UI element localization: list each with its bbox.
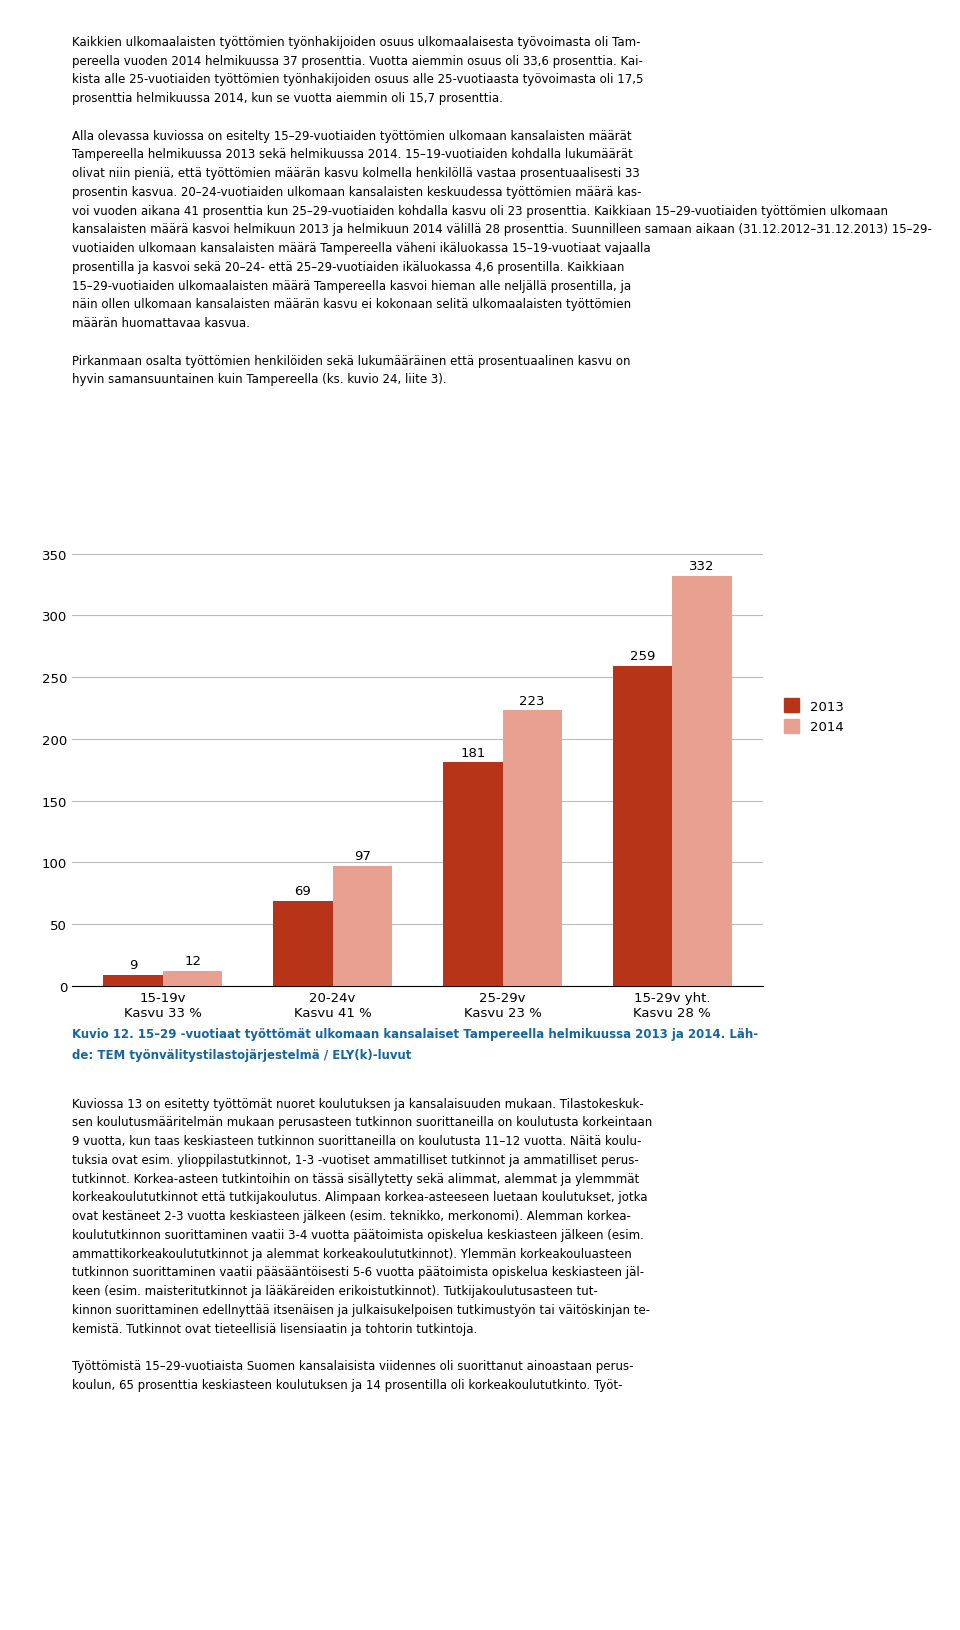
Text: 181: 181: [460, 747, 486, 760]
Text: kemistä. Tutkinnot ovat tieteellisiä lisensiaatin ja tohtorin tutkintoja.: kemistä. Tutkinnot ovat tieteellisiä lis…: [72, 1322, 477, 1335]
Bar: [163, 971, 223, 986]
Text: de: TEM työnvälitystilastojärjestelmä / ELY(k)-luvut: de: TEM työnvälitystilastojärjestelmä / …: [72, 1048, 412, 1061]
Text: koulututkinnon suorittaminen vaatii 3-4 vuotta päätoimista opiskelua keskiasteen: koulututkinnon suorittaminen vaatii 3-4 …: [72, 1229, 644, 1240]
Text: Työttömistä 15–29-vuotiaista Suomen kansalaisista viidennes oli suorittanut aino: Työttömistä 15–29-vuotiaista Suomen kans…: [72, 1359, 634, 1372]
Bar: [333, 867, 392, 986]
Text: keen (esim. maisteritutkinnot ja lääkäreiden erikoistutkinnot). Tutkijakoulutusa: keen (esim. maisteritutkinnot ja lääkäre…: [72, 1284, 598, 1297]
Text: olivat niin pieniä, että työttömien määrän kasvu kolmella henkilöllä vastaa pros: olivat niin pieniä, että työttömien määr…: [72, 168, 639, 179]
Text: pereella vuoden 2014 helmikuussa 37 prosenttia. Vuotta aiemmin osuus oli 33,6 pr: pereella vuoden 2014 helmikuussa 37 pros…: [72, 55, 643, 67]
Text: 69: 69: [295, 885, 311, 896]
Text: vuotiaiden ulkomaan kansalaisten määrä Tampereella väheni ikäluokassa 15–19-vuot: vuotiaiden ulkomaan kansalaisten määrä T…: [72, 243, 651, 254]
Text: tutkinnot. Korkea-asteen tutkintoihin on tässä sisällytetty sekä alimmat, alemma: tutkinnot. Korkea-asteen tutkintoihin on…: [72, 1172, 639, 1185]
Text: 97: 97: [354, 849, 371, 862]
Text: Kuvio 12. 15–29 -vuotiaat työttömät ulkomaan kansalaiset Tampereella helmikuussa: Kuvio 12. 15–29 -vuotiaat työttömät ulko…: [72, 1027, 758, 1040]
Text: Alla olevassa kuviossa on esitelty 15–29-vuotiaiden työttömien ulkomaan kansalai: Alla olevassa kuviossa on esitelty 15–29…: [72, 130, 632, 142]
Text: Kaikkien ulkomaalaisten työttömien työnhakijoiden osuus ulkomaalaisesta työvoima: Kaikkien ulkomaalaisten työttömien työnh…: [72, 36, 640, 49]
Text: voi vuoden aikana 41 prosenttia kun 25–29-vuotiaiden kohdalla kasvu oli 23 prose: voi vuoden aikana 41 prosenttia kun 25–2…: [72, 205, 888, 217]
Text: ammattikorkeakoulututkinnot ja alemmat korkeakoulututkinnot). Ylemmän korkeakoul: ammattikorkeakoulututkinnot ja alemmat k…: [72, 1247, 632, 1260]
Text: ovat kestäneet 2-3 vuotta keskiasteen jälkeen (esim. teknikko, merkonomi). Alemm: ovat kestäneet 2-3 vuotta keskiasteen jä…: [72, 1209, 631, 1222]
Text: sen koulutusmääritelmän mukaan perusasteen tutkinnon suorittaneilla on koulutust: sen koulutusmääritelmän mukaan perusaste…: [72, 1115, 652, 1128]
Text: 223: 223: [519, 694, 545, 707]
Text: Tampereella helmikuussa 2013 sekä helmikuussa 2014. 15–19-vuotiaiden kohdalla lu: Tampereella helmikuussa 2013 sekä helmik…: [72, 148, 633, 161]
Text: 259: 259: [630, 650, 656, 663]
Legend: 2013, 2014: 2013, 2014: [783, 699, 844, 734]
Text: 332: 332: [689, 559, 715, 572]
Text: korkeakoulututkinnot että tutkijakoulutus. Alimpaan korkea-asteeseen luetaan kou: korkeakoulututkinnot että tutkijakoulutu…: [72, 1190, 647, 1203]
Text: kansalaisten määrä kasvoi helmikuun 2013 ja helmikuun 2014 välillä 28 prosenttia: kansalaisten määrä kasvoi helmikuun 2013…: [72, 223, 932, 236]
Bar: [612, 667, 672, 986]
Text: hyvin samansuuntainen kuin Tampereella (ks. kuvio 24, liite 3).: hyvin samansuuntainen kuin Tampereella (…: [72, 373, 446, 386]
Text: prosentilla ja kasvoi sekä 20–24- että 25–29-vuotiaiden ikäluokassa 4,6 prosenti: prosentilla ja kasvoi sekä 20–24- että 2…: [72, 261, 624, 274]
Bar: [274, 901, 333, 986]
Text: prosenttia helmikuussa 2014, kun se vuotta aiemmin oli 15,7 prosenttia.: prosenttia helmikuussa 2014, kun se vuot…: [72, 91, 503, 104]
Text: näin ollen ulkomaan kansalaisten määrän kasvu ei kokonaan selitä ulkomaalaisten : näin ollen ulkomaan kansalaisten määrän …: [72, 298, 631, 311]
Bar: [502, 711, 562, 986]
Bar: [672, 577, 732, 986]
Bar: [104, 975, 163, 986]
Text: 9 vuotta, kun taas keskiasteen tutkinnon suorittaneilla on koulutusta 11–12 vuot: 9 vuotta, kun taas keskiasteen tutkinnon…: [72, 1134, 641, 1148]
Text: tutkinnon suorittaminen vaatii pääsääntöisesti 5-6 vuotta päätoimista opiskelua : tutkinnon suorittaminen vaatii pääsääntö…: [72, 1265, 644, 1278]
Text: tuksia ovat esim. ylioppilastutkinnot, 1-3 -vuotiset ammatilliset tutkinnot ja a: tuksia ovat esim. ylioppilastutkinnot, 1…: [72, 1154, 638, 1165]
Text: kista alle 25-vuotiaiden työttömien työnhakijoiden osuus alle 25-vuotiaasta työv: kista alle 25-vuotiaiden työttömien työn…: [72, 73, 643, 86]
Bar: [444, 763, 502, 986]
Text: Kuviossa 13 on esitetty työttömät nuoret koulutuksen ja kansalaisuuden mukaan. T: Kuviossa 13 on esitetty työttömät nuoret…: [72, 1097, 644, 1110]
Text: määrän huomattavaa kasvua.: määrän huomattavaa kasvua.: [72, 316, 250, 329]
Text: 9: 9: [129, 958, 137, 971]
Text: Pirkanmaan osalta työttömien henkilöiden sekä lukumääräinen että prosentuaalinen: Pirkanmaan osalta työttömien henkilöiden…: [72, 355, 631, 367]
Text: 12: 12: [184, 955, 201, 968]
Text: 15–29-vuotiaiden ulkomaalaisten määrä Tampereella kasvoi hieman alle neljällä pr: 15–29-vuotiaiden ulkomaalaisten määrä Ta…: [72, 280, 631, 292]
Text: kinnon suorittaminen edellnyttää itsenäisen ja julkaisukelpoisen tutkimustyön ta: kinnon suorittaminen edellnyttää itsenäi…: [72, 1304, 650, 1315]
Text: koulun, 65 prosenttia keskiasteen koulutuksen ja 14 prosentilla oli korkeakoulut: koulun, 65 prosenttia keskiasteen koulut…: [72, 1377, 622, 1390]
Text: prosentin kasvua. 20–24-vuotiaiden ulkomaan kansalaisten keskuudessa työttömien : prosentin kasvua. 20–24-vuotiaiden ulkom…: [72, 186, 641, 199]
